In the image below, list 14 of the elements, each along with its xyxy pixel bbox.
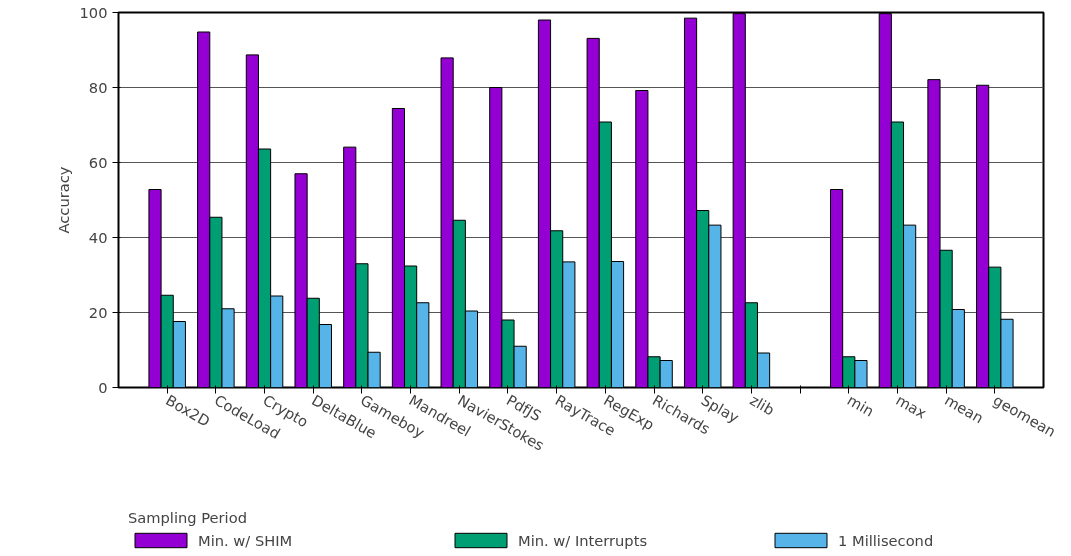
x-tick-label: zlib: [747, 391, 778, 419]
y-tick-label: 40: [88, 228, 108, 246]
legend-label: 1 Millisecond: [838, 531, 935, 549]
y-axis-title: Accuracy: [54, 166, 72, 234]
y-tick-label: 80: [88, 78, 108, 96]
legend-label: Min. w/ Interrupts: [518, 531, 649, 549]
y-tick-label: 0: [98, 378, 108, 396]
x-tick-label: min: [844, 391, 877, 420]
legend-title: Sampling Period: [128, 509, 248, 526]
y-tick-label: 60: [88, 153, 108, 171]
y-tick-label: 100: [79, 3, 108, 21]
legend-label: Min. w/ SHIM: [198, 531, 294, 549]
y-tick-label: 20: [88, 303, 108, 321]
x-tick-label: max: [893, 391, 930, 422]
